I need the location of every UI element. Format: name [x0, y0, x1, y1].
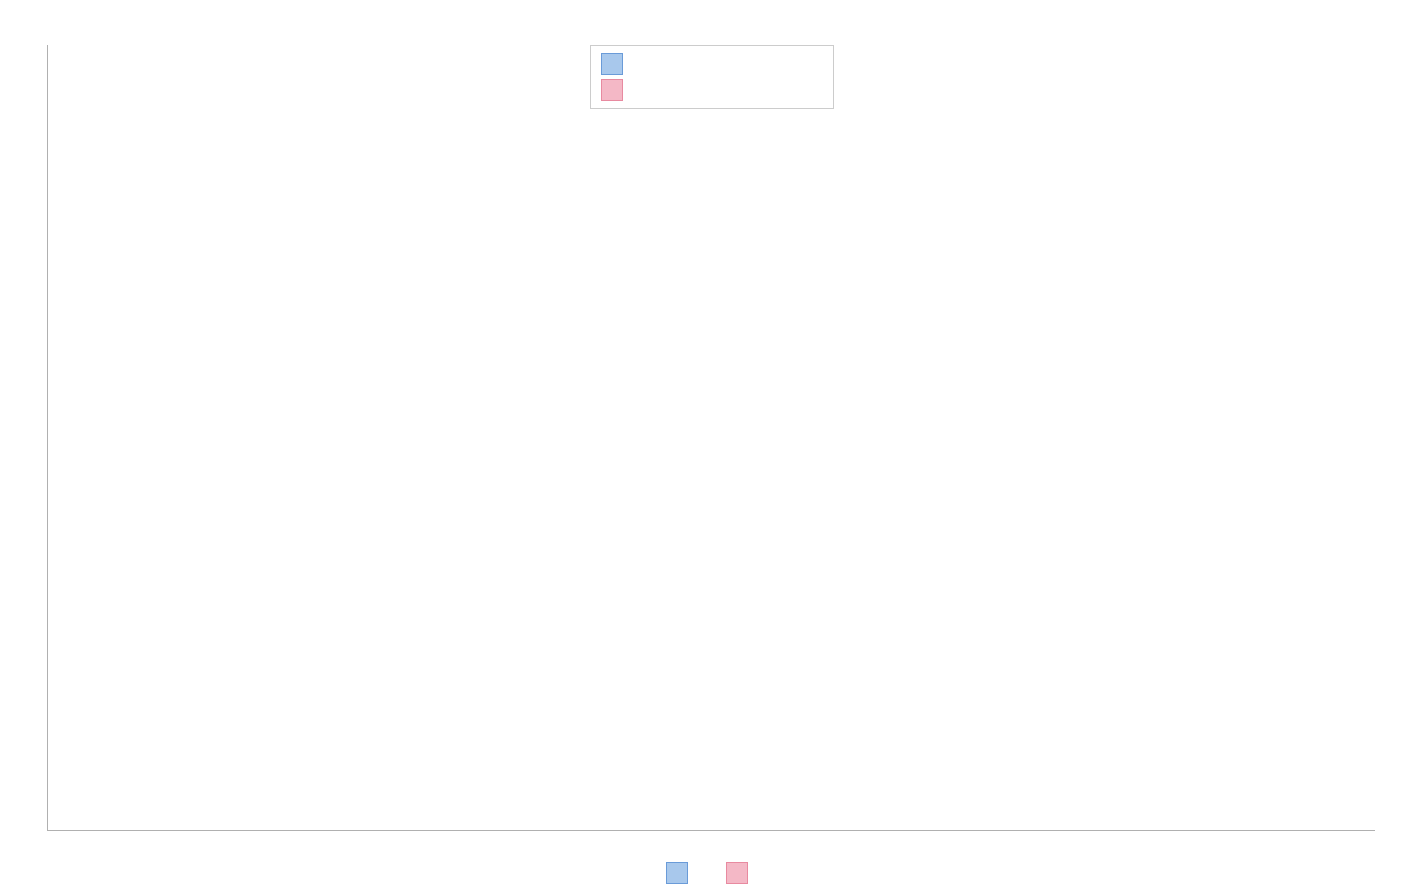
series-legend [47, 862, 1375, 884]
legend-swatch-fiji [601, 79, 623, 101]
plot-svg [48, 45, 1375, 830]
legend-swatch-bosnia-bottom [666, 862, 688, 884]
legend-row-bosnia [601, 51, 823, 77]
legend-swatch-bosnia [601, 53, 623, 75]
legend-item-bosnia [666, 862, 696, 884]
correlation-legend [590, 45, 834, 109]
plot-area [47, 45, 1375, 831]
legend-row-fiji [601, 77, 823, 103]
chart-container [0, 0, 1406, 892]
legend-swatch-fiji-bottom [726, 862, 748, 884]
legend-item-fiji [726, 862, 756, 884]
